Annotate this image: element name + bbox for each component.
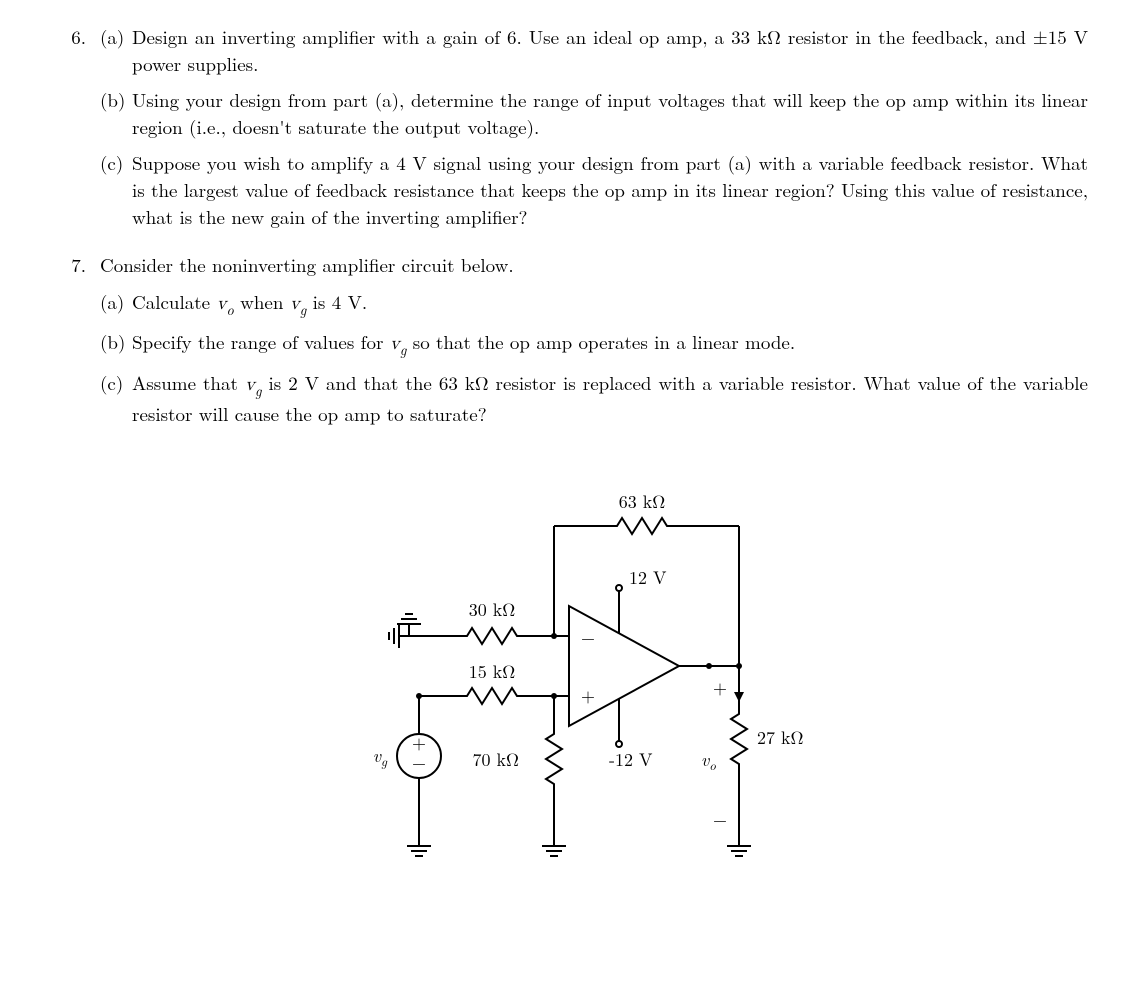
part-c: (c) Assume that vg is 2 V and that the 6…	[100, 370, 1088, 427]
part-text: Using your design from part (a), determi…	[132, 87, 1088, 140]
svg-text:−: −	[581, 625, 595, 650]
svg-text:−: −	[713, 807, 727, 832]
part-label: (c)	[100, 150, 132, 230]
part-text: Specify the range of values for vg so th…	[132, 329, 1088, 360]
part-a: (a) Design an inverting amplifier with a…	[100, 24, 1088, 77]
problem-body: Consider the noninverting amplifier circ…	[100, 252, 1088, 437]
svg-text:+: +	[581, 683, 595, 708]
part-text: Suppose you wish to amplify a 4 V signal…	[132, 150, 1088, 230]
circuit-figure: 63 kΩ 30 kΩ 15 kΩ 70 kΩ + − vg − + 12	[50, 466, 1088, 896]
part-label: (b)	[100, 87, 132, 140]
part-a: (a) Calculate vo when vg is 4 V.	[100, 289, 1088, 320]
label-r-27k: 27 kΩ	[757, 725, 804, 750]
svg-text:−: −	[412, 750, 426, 775]
part-label: (a)	[100, 289, 132, 320]
label-vo: vo	[701, 747, 716, 774]
part-text: Assume that vg is 2 V and that the 63 kΩ…	[132, 370, 1088, 427]
part-b: (b) Using your design from part (a), det…	[100, 87, 1088, 140]
label-r-feedback: 63 kΩ	[619, 489, 666, 514]
part-c: (c) Suppose you wish to amplify a 4 V si…	[100, 150, 1088, 230]
label-vpos: 12 V	[629, 565, 667, 590]
problem-7: 7. Consider the noninverting amplifier c…	[50, 252, 1088, 437]
problem-body: (a) Design an inverting amplifier with a…	[100, 24, 1088, 240]
svg-text:+: +	[713, 675, 727, 700]
label-vneg: -12 V	[609, 747, 653, 772]
problem-6: 6. (a) Design an inverting amplifier wit…	[50, 24, 1088, 240]
part-b: (b) Specify the range of values for vg s…	[100, 329, 1088, 360]
part-label: (b)	[100, 329, 132, 360]
problem-intro: Consider the noninverting amplifier circ…	[100, 252, 1088, 279]
label-r-15k: 15 kΩ	[469, 659, 516, 684]
label-vg: vg	[373, 743, 388, 770]
problem-number: 7.	[50, 252, 100, 437]
problem-number: 6.	[50, 24, 100, 240]
part-label: (c)	[100, 370, 132, 427]
part-text: Calculate vo when vg is 4 V.	[132, 289, 1088, 320]
part-text: Design an inverting amplifier with a gai…	[132, 24, 1088, 77]
part-label: (a)	[100, 24, 132, 77]
noninverting-amplifier-schematic: 63 kΩ 30 kΩ 15 kΩ 70 kΩ + − vg − + 12	[309, 466, 829, 896]
label-r-70k: 70 kΩ	[473, 747, 520, 772]
label-r-30k: 30 kΩ	[469, 597, 516, 622]
